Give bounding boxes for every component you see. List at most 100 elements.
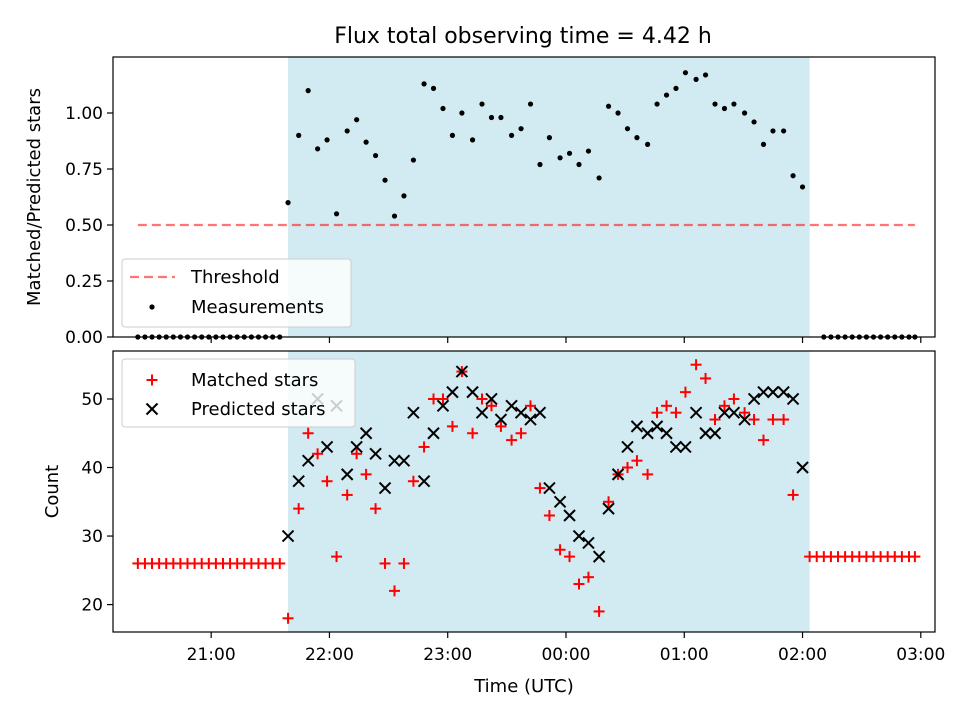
top-y-tick-label: 0.75 — [65, 160, 103, 180]
measurement-point — [459, 110, 465, 116]
measurement-point — [663, 92, 670, 98]
predicted-star-point — [378, 481, 392, 495]
measurement-point — [576, 161, 582, 168]
predicted-star-point — [281, 529, 295, 543]
x-marker-stroke-b — [669, 440, 683, 454]
measurement-point — [488, 114, 495, 121]
x-marker-stroke-b — [602, 502, 615, 515]
matched-star-point — [293, 503, 305, 515]
matched-star-point — [379, 557, 391, 569]
bottom-y-ticks: 20 30 40 50 — [81, 390, 113, 616]
x-marker-stroke-b — [524, 413, 537, 426]
predicted-star-point — [359, 427, 373, 440]
measurement-point — [546, 135, 553, 141]
matched-star-point — [525, 400, 537, 412]
bottom-y-axis-label: Count — [42, 465, 63, 518]
predicted-star-point — [718, 406, 731, 419]
matched-star-point — [690, 359, 702, 371]
predicted-star-point — [563, 509, 576, 522]
matched-star-point — [360, 468, 372, 480]
predicted-star-point — [766, 385, 780, 399]
matched-star-point — [642, 468, 654, 480]
predicted-star-point — [485, 392, 498, 406]
measurement-point — [305, 88, 311, 94]
x-marker-stroke-b — [369, 447, 382, 461]
predicted-star-point — [301, 454, 315, 467]
x-marker-stroke-b — [727, 406, 741, 419]
x-marker-stroke-b — [708, 427, 722, 440]
predicted-star-point — [494, 413, 508, 426]
matched-star-point — [388, 585, 400, 597]
matched-star-point — [670, 407, 682, 419]
x-marker-stroke-b — [592, 550, 606, 563]
top-y-ticks: 0.00 0.25 0.50 0.75 1.00 — [65, 104, 113, 348]
measurement-point — [527, 101, 534, 107]
bottom-y-tick-label: 30 — [81, 527, 103, 547]
predicted-star-point — [397, 454, 411, 467]
matched-star-point — [554, 544, 566, 556]
bottom-y-tick-label: 20 — [81, 596, 103, 616]
x-marker-stroke-b — [417, 475, 431, 488]
x-marker-stroke-b — [611, 468, 625, 481]
x-marker-stroke-b — [630, 420, 644, 433]
x-marker-stroke-b — [650, 420, 664, 433]
x-marker-stroke-b — [572, 529, 586, 543]
x-marker-stroke-b — [563, 509, 576, 522]
x-marker-stroke-b — [455, 365, 469, 378]
matched-star-point — [321, 475, 333, 487]
matched-star-point — [651, 407, 663, 419]
x-marker-stroke-b — [281, 529, 295, 543]
measurement-point — [469, 137, 476, 143]
legend-measurements-label: Measurements — [191, 297, 324, 318]
x-marker-stroke-b — [505, 399, 518, 413]
predicted-star-point — [708, 427, 722, 440]
top-y-tick-label: 0.25 — [65, 272, 103, 292]
predicted-star-point — [786, 392, 800, 406]
measurement-point — [440, 105, 446, 112]
matched-star-point — [331, 551, 343, 563]
bottom-x-ticks: 21:00 22:00 23:00 00:00 01:00 02:00 03:00 — [187, 632, 945, 665]
chart-title: Flux total observing time = 4.42 h — [334, 24, 712, 49]
measurement-point — [479, 101, 485, 107]
top-y-axis-label: Matched/Predicted stars — [24, 88, 45, 306]
measurement-point — [615, 110, 621, 116]
matched-star-point — [534, 482, 546, 494]
matched-star-point — [418, 441, 430, 453]
legend-predicted-label: Predicted stars — [191, 399, 325, 420]
measurement-point — [654, 101, 660, 107]
predicted-star-point — [475, 406, 489, 419]
measurement-point — [430, 85, 437, 91]
matched-star-point — [437, 393, 449, 405]
top-legend: Threshold Measurements — [121, 258, 352, 328]
measurement-point — [605, 103, 612, 109]
predicted-star-point — [505, 399, 518, 413]
predicted-star-point — [514, 406, 528, 419]
x-marker-stroke-b — [747, 392, 761, 406]
predicted-star-point — [407, 406, 420, 419]
x-marker-stroke-b — [388, 454, 401, 467]
matched-star-point — [909, 551, 921, 563]
matched-star-point — [603, 496, 615, 508]
measurement-point — [324, 137, 330, 143]
predicted-star-point — [350, 440, 363, 454]
measurement-point — [566, 150, 573, 156]
predicted-star-point — [582, 536, 595, 550]
measurement-point — [682, 70, 689, 76]
measurement-point — [315, 146, 321, 152]
x-marker-stroke-b — [786, 392, 800, 406]
predicted-star-point — [533, 406, 547, 419]
matched-star-point — [718, 400, 730, 412]
measurement-point — [721, 105, 728, 112]
measurement-point — [508, 132, 515, 138]
x-marker-stroke-b — [292, 475, 305, 488]
measurement-point — [751, 119, 757, 125]
measurement-point — [382, 177, 388, 183]
measurement-point — [702, 72, 709, 78]
matched-star-point — [446, 420, 458, 432]
x-marker-stroke-b — [378, 481, 392, 495]
measurement-point — [634, 135, 640, 141]
measurement-point — [770, 128, 776, 134]
bottom-x-tick-label: 23:00 — [423, 645, 472, 665]
measurement-point — [760, 141, 767, 147]
